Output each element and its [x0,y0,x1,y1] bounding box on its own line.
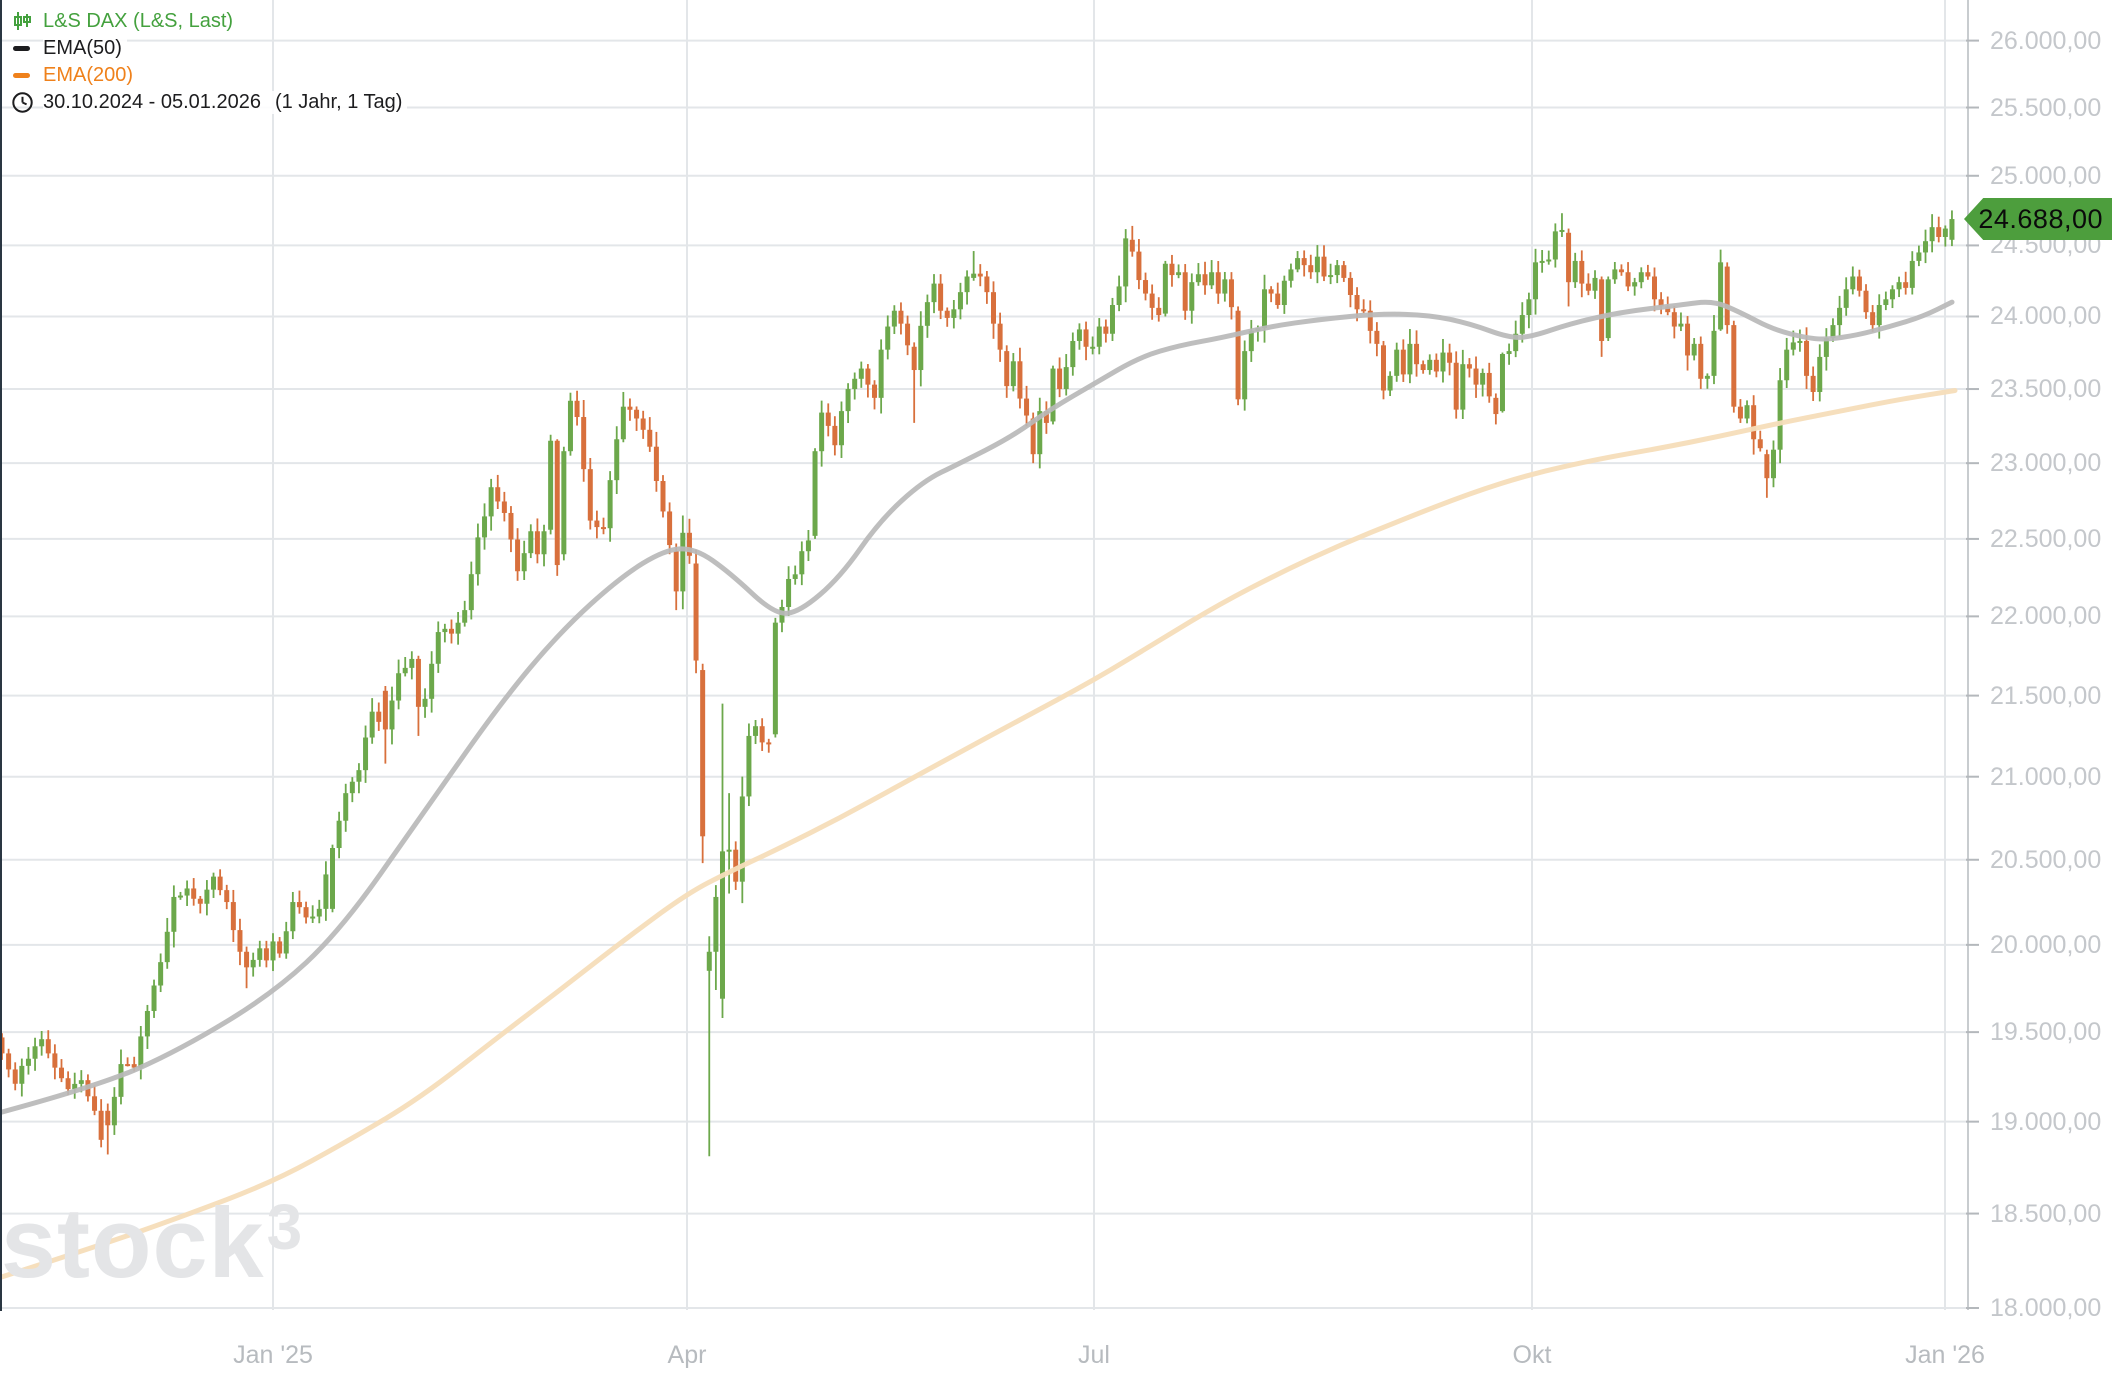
x-axis-tick-label: Okt [1512,1341,1552,1369]
ema200-swatch-icon [13,72,30,78]
y-axis-tick-label: 18.500,00 [1990,1199,2102,1228]
last-price-tag: 24.688,00 [1964,198,2112,241]
last-price-value: 24.688,00 [1978,203,2103,234]
x-axis-tick-label: Apr [667,1341,707,1369]
y-axis-tick-label: 22.500,00 [1990,524,2102,553]
ema50-swatch-icon [13,45,30,51]
period-interval-label: (1 Jahr, 1 Tag) [274,90,403,113]
candlestick-icon [10,9,34,33]
clock-icon [10,90,34,114]
y-axis-tick-label: 22.000,00 [1990,602,2102,631]
x-axis-tick-label: Jan '26 [1905,1341,1985,1369]
instrument-label: L&S DAX (L&S, Last) [43,10,234,32]
y-axis-tick-label: 19.500,00 [1990,1018,2102,1047]
y-axis-tick-label: 23.500,00 [1990,375,2102,404]
y-axis-tick-label: 24.000,00 [1990,302,2102,331]
y-axis-tick-label: 20.000,00 [1990,930,2102,959]
ema50-label: EMA(50) [43,37,122,59]
stock3-watermark: stock3 [1,1187,304,1298]
legend-item-ema50[interactable]: EMA(50) [10,35,407,61]
chart-left-border [0,0,2,1311]
y-axis-tick-label: 21.000,00 [1990,762,2102,791]
x-axis-tick-label: Jan '25 [233,1341,313,1369]
y-axis-tick-label: 26.000,00 [1990,26,2102,55]
y-axis-tick-label: 25.000,00 [1990,161,2102,190]
y-axis-tick-label: 19.000,00 [1990,1107,2102,1136]
legend-item-ema200[interactable]: EMA(200) [10,62,407,88]
y-axis-tick-label: 23.000,00 [1990,449,2102,478]
ema200-label: EMA(200) [43,64,134,86]
x-axis-tick-label: Jul [1078,1341,1110,1369]
y-axis-tick-label: 25.500,00 [1990,93,2102,122]
legend-item-instrument[interactable]: L&S DAX (L&S, Last) [10,8,407,34]
period-range-label: 30.10.2024 - 05.01.2026 [43,90,261,113]
y-axis-tick-label: 21.500,00 [1990,681,2102,710]
y-axis-tick-label: 20.500,00 [1990,845,2102,874]
chart-legend: L&S DAX (L&S, Last) EMA(50) EMA(200) 30.… [10,8,408,116]
ema50-line [0,299,1955,1116]
candle-series [0,210,1955,1157]
legend-item-period: 30.10.2024 - 05.01.2026 (1 Jahr, 1 Tag) [10,89,408,115]
ema200-line [0,388,1958,1280]
y-axis-tick-label: 18.000,00 [1990,1294,2102,1322]
